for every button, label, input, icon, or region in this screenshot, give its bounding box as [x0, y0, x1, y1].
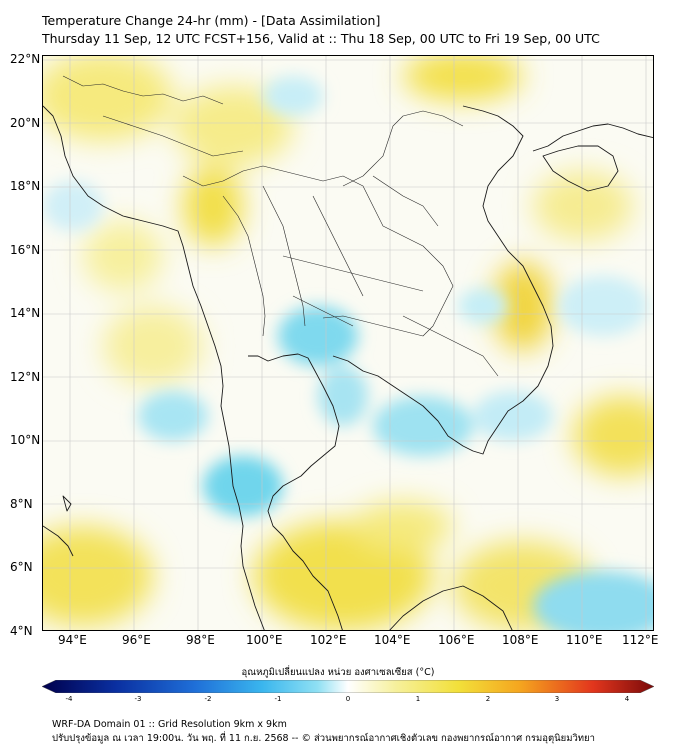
title-line-1: Temperature Change 24-hr (mm) - [Data As… [42, 13, 381, 28]
colorbar-title: อุณหภูมิเปลี่ยนแปลง หน่วย องศาเซลเซียส (… [241, 667, 435, 678]
lat-label-14n: 14°N [10, 306, 41, 320]
colorbar-tick-3: 3 [554, 695, 560, 703]
lon-label-106e: 106°E [438, 633, 475, 647]
title-line-2: Thursday 11 Sep, 12 UTC FCST+156, Valid … [42, 31, 600, 46]
lon-label-98e: 98°E [186, 633, 215, 647]
warm-anomaly-layer [43, 56, 653, 630]
colorbar-tick-minus3: -3 [134, 695, 142, 703]
colorbar-gradient [42, 680, 654, 693]
lon-label-112e: 112°E [622, 633, 659, 647]
lon-label-102e: 102°E [310, 633, 347, 647]
lon-label-100e: 100°E [246, 633, 283, 647]
colorbar-tick-4: 4 [624, 695, 630, 703]
graticule [43, 56, 653, 630]
colorbar-tick-minus2: -2 [204, 695, 212, 703]
lat-label-12n: 12°N [10, 370, 41, 384]
footer-credit: ปรับปรุงข้อมูล ณ เวลา 19:00น. วัน พฤ. ที… [52, 733, 595, 744]
lat-label-22n: 22°N [10, 52, 41, 66]
lon-label-94e: 94°E [58, 633, 87, 647]
colorbar-tick-1: 1 [415, 695, 421, 703]
lat-label-4n: 4°N [10, 624, 33, 638]
colorbar-tick-0: 0 [345, 695, 351, 703]
lat-label-20n: 20°N [10, 116, 41, 130]
lon-label-104e: 104°E [374, 633, 411, 647]
colorbar [42, 680, 654, 693]
map-canvas [43, 56, 653, 630]
lat-label-8n: 8°N [10, 497, 33, 511]
lon-label-110e: 110°E [566, 633, 603, 647]
lat-label-18n: 18°N [10, 179, 41, 193]
lat-label-6n: 6°N [10, 560, 33, 574]
coastlines [43, 105, 653, 630]
colorbar-tick-minus1: -1 [274, 695, 282, 703]
temperature-change-map[interactable] [42, 55, 654, 631]
colorbar-tick-minus4: -4 [65, 695, 73, 703]
lon-label-108e: 108°E [502, 633, 539, 647]
map-title: Temperature Change 24-hr (mm) - [Data As… [42, 12, 600, 48]
colorbar-tick-2: 2 [485, 695, 491, 703]
lat-label-16n: 16°N [10, 243, 41, 257]
admin-boundaries [62, 75, 499, 377]
lat-label-10n: 10°N [10, 433, 41, 447]
footer-model-info: WRF-DA Domain 01 :: Grid Resolution 9km … [52, 719, 287, 730]
lon-label-96e: 96°E [122, 633, 151, 647]
